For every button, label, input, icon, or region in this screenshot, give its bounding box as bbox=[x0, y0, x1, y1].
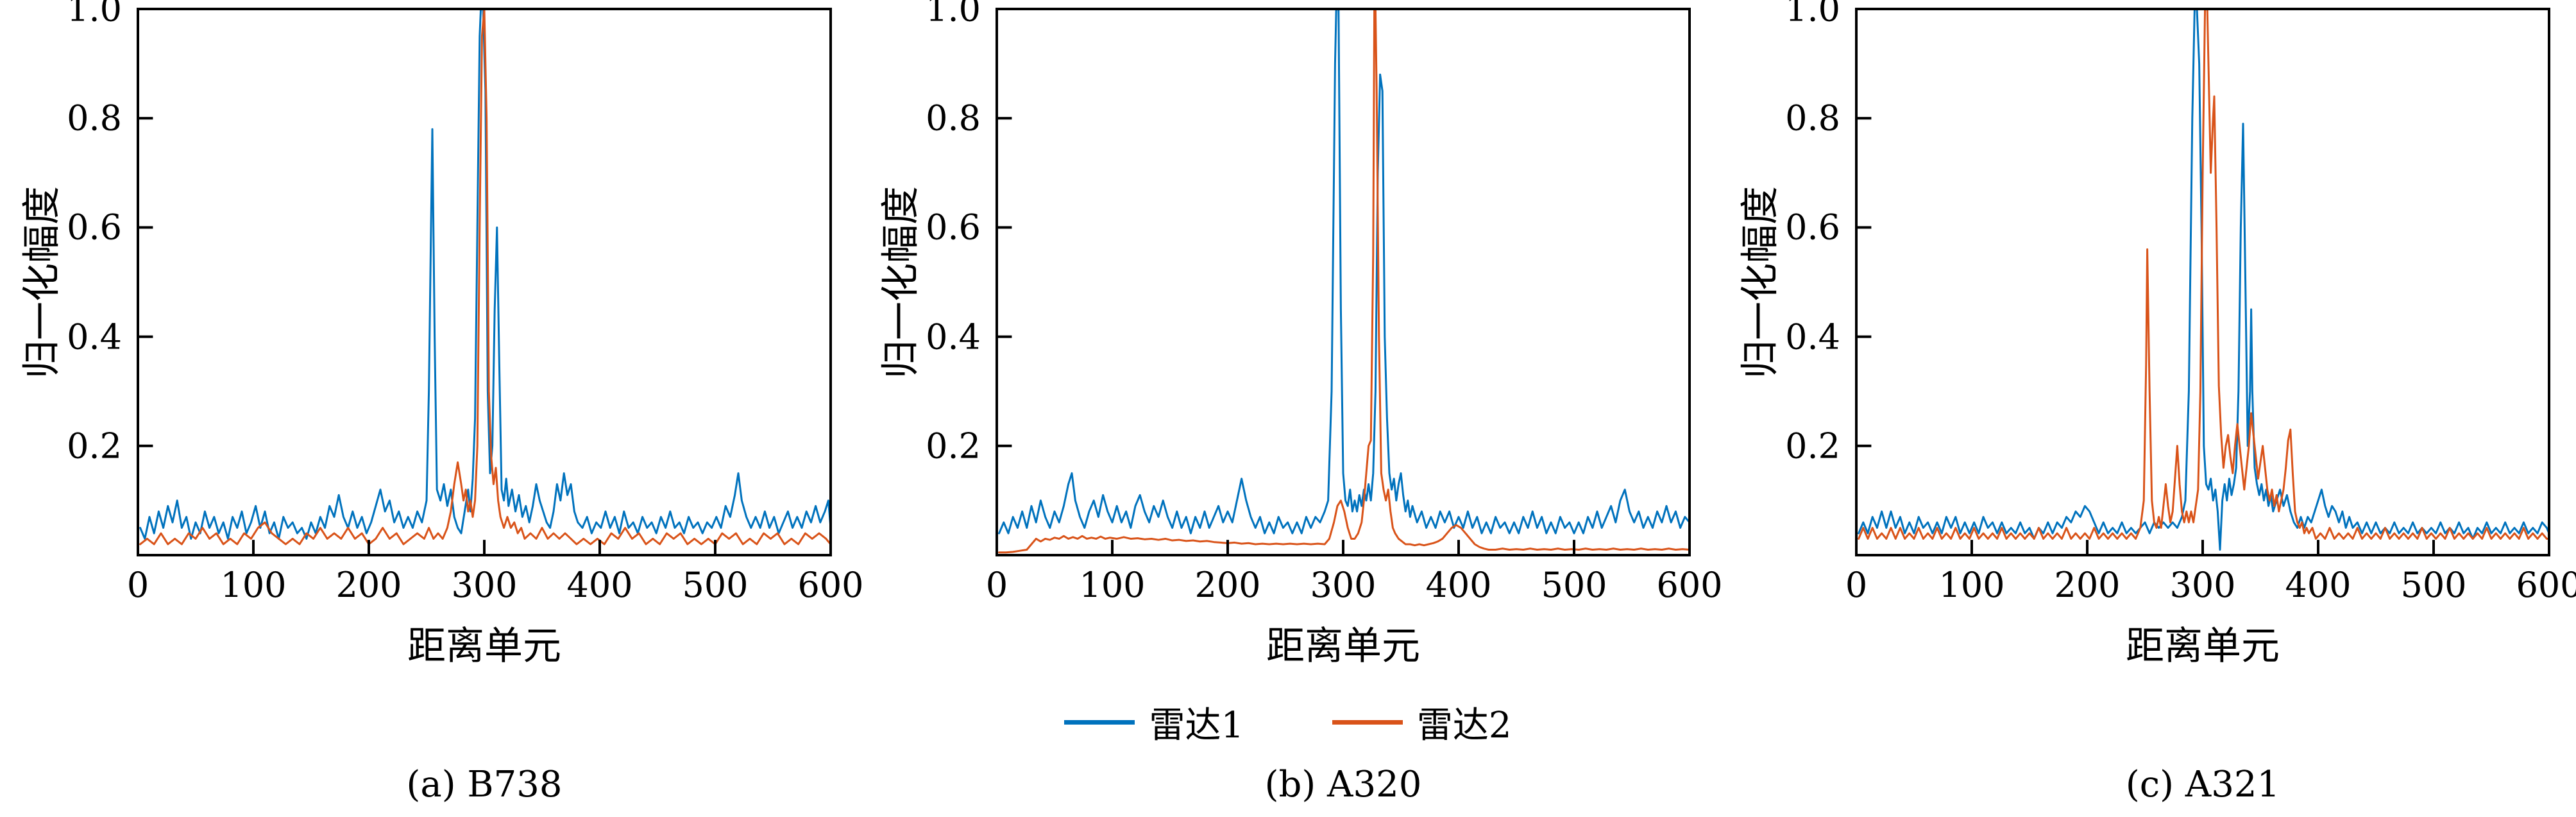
y-axis-tick-labels: 0.2 0.4 0.6 0.8 1.0 bbox=[38, 0, 128, 555]
x-tick-label: 300 bbox=[1310, 565, 1377, 605]
y-tick-label: 0.4 bbox=[1785, 316, 1840, 357]
x-tick-label: 0 bbox=[126, 565, 149, 605]
x-axis-label: 距离单元 bbox=[2126, 624, 2280, 669]
x-axis-label: 距离单元 bbox=[1266, 624, 1420, 669]
x-tick-label: 0 bbox=[985, 565, 1008, 605]
y-axis-tick-labels: 0.2 0.4 0.6 0.8 1.0 bbox=[1757, 0, 1847, 555]
radar2-line-swatch bbox=[1332, 720, 1403, 725]
y-tick-label: 0.6 bbox=[67, 207, 122, 248]
x-tick-label: 0 bbox=[1845, 565, 1868, 605]
y-tick-label: 0.8 bbox=[926, 98, 981, 139]
x-tick-label: 200 bbox=[2054, 565, 2121, 605]
x-axis-tick-labels: 0 100 200 300 400 500 600 bbox=[127, 565, 864, 610]
legend-label-radar1: 雷达1 bbox=[1149, 705, 1244, 746]
y-tick-label: 0.2 bbox=[926, 426, 981, 467]
y-tick-label: 0.6 bbox=[926, 207, 981, 248]
y-tick-label: 0.8 bbox=[67, 98, 122, 139]
x-tick-label: 100 bbox=[220, 565, 287, 605]
radar1-line-swatch bbox=[1064, 720, 1135, 725]
x-axis-label: 距离单元 bbox=[407, 624, 561, 669]
x-tick-label: 600 bbox=[1656, 565, 1723, 605]
legend-item-radar2: 雷达2 bbox=[1332, 696, 1512, 748]
x-tick-label: 400 bbox=[1425, 565, 1492, 605]
y-tick-label: 1.0 bbox=[67, 0, 122, 30]
y-tick-label: 0.6 bbox=[1785, 207, 1840, 248]
x-tick-label: 300 bbox=[451, 565, 518, 605]
y-tick-label: 0.2 bbox=[67, 426, 122, 467]
x-tick-label: 500 bbox=[2400, 565, 2467, 605]
legend-item-radar1: 雷达1 bbox=[1064, 696, 1244, 748]
legend-label-radar2: 雷达2 bbox=[1416, 705, 1512, 746]
subplot-caption-b: (b) A320 bbox=[1264, 764, 1422, 805]
subplot-c: 归一化幅度 0.2 0.4 0.6 0.8 1.0 0 100 200 300 400 500 60… bbox=[1718, 0, 2576, 817]
y-axis-tick-labels: 0.2 0.4 0.6 0.8 1.0 bbox=[897, 0, 987, 555]
subplot-b: 归一化幅度 0.2 0.4 0.6 0.8 1.0 0 100 200 300 400 500 60… bbox=[859, 0, 1723, 817]
x-tick-label: 200 bbox=[1194, 565, 1261, 605]
x-tick-label: 100 bbox=[1079, 565, 1146, 605]
x-tick-label: 300 bbox=[2169, 565, 2236, 605]
y-tick-label: 0.8 bbox=[1785, 98, 1840, 139]
figure-legend: 雷达1 雷达2 bbox=[0, 692, 2576, 748]
x-tick-label: 600 bbox=[2516, 565, 2576, 605]
x-tick-label: 100 bbox=[1938, 565, 2005, 605]
x-tick-label: 500 bbox=[1541, 565, 1607, 605]
y-tick-label: 1.0 bbox=[1785, 0, 1840, 30]
x-tick-label: 400 bbox=[2285, 565, 2351, 605]
subplot-caption-a: (a) B738 bbox=[406, 764, 563, 805]
plot-area bbox=[1856, 9, 2549, 555]
x-tick-label: 200 bbox=[335, 565, 402, 605]
y-tick-label: 0.4 bbox=[926, 316, 981, 357]
x-tick-label: 600 bbox=[797, 565, 864, 605]
plot-area bbox=[138, 9, 831, 555]
x-axis-tick-labels: 0 100 200 300 400 500 600 bbox=[1845, 565, 2576, 610]
x-tick-label: 500 bbox=[682, 565, 749, 605]
y-tick-label: 1.0 bbox=[926, 0, 981, 30]
plot-area bbox=[997, 9, 1690, 555]
subplot-caption-c: (c) A321 bbox=[2125, 764, 2280, 805]
subplot-a: 归一化幅度 0.2 0.4 0.6 0.8 1.0 0 100 200 300 400 500 60… bbox=[0, 0, 864, 817]
x-axis-tick-labels: 0 100 200 300 400 500 600 bbox=[986, 565, 1723, 610]
y-tick-label: 0.2 bbox=[1785, 426, 1840, 467]
x-tick-label: 400 bbox=[566, 565, 633, 605]
y-tick-label: 0.4 bbox=[67, 316, 122, 357]
